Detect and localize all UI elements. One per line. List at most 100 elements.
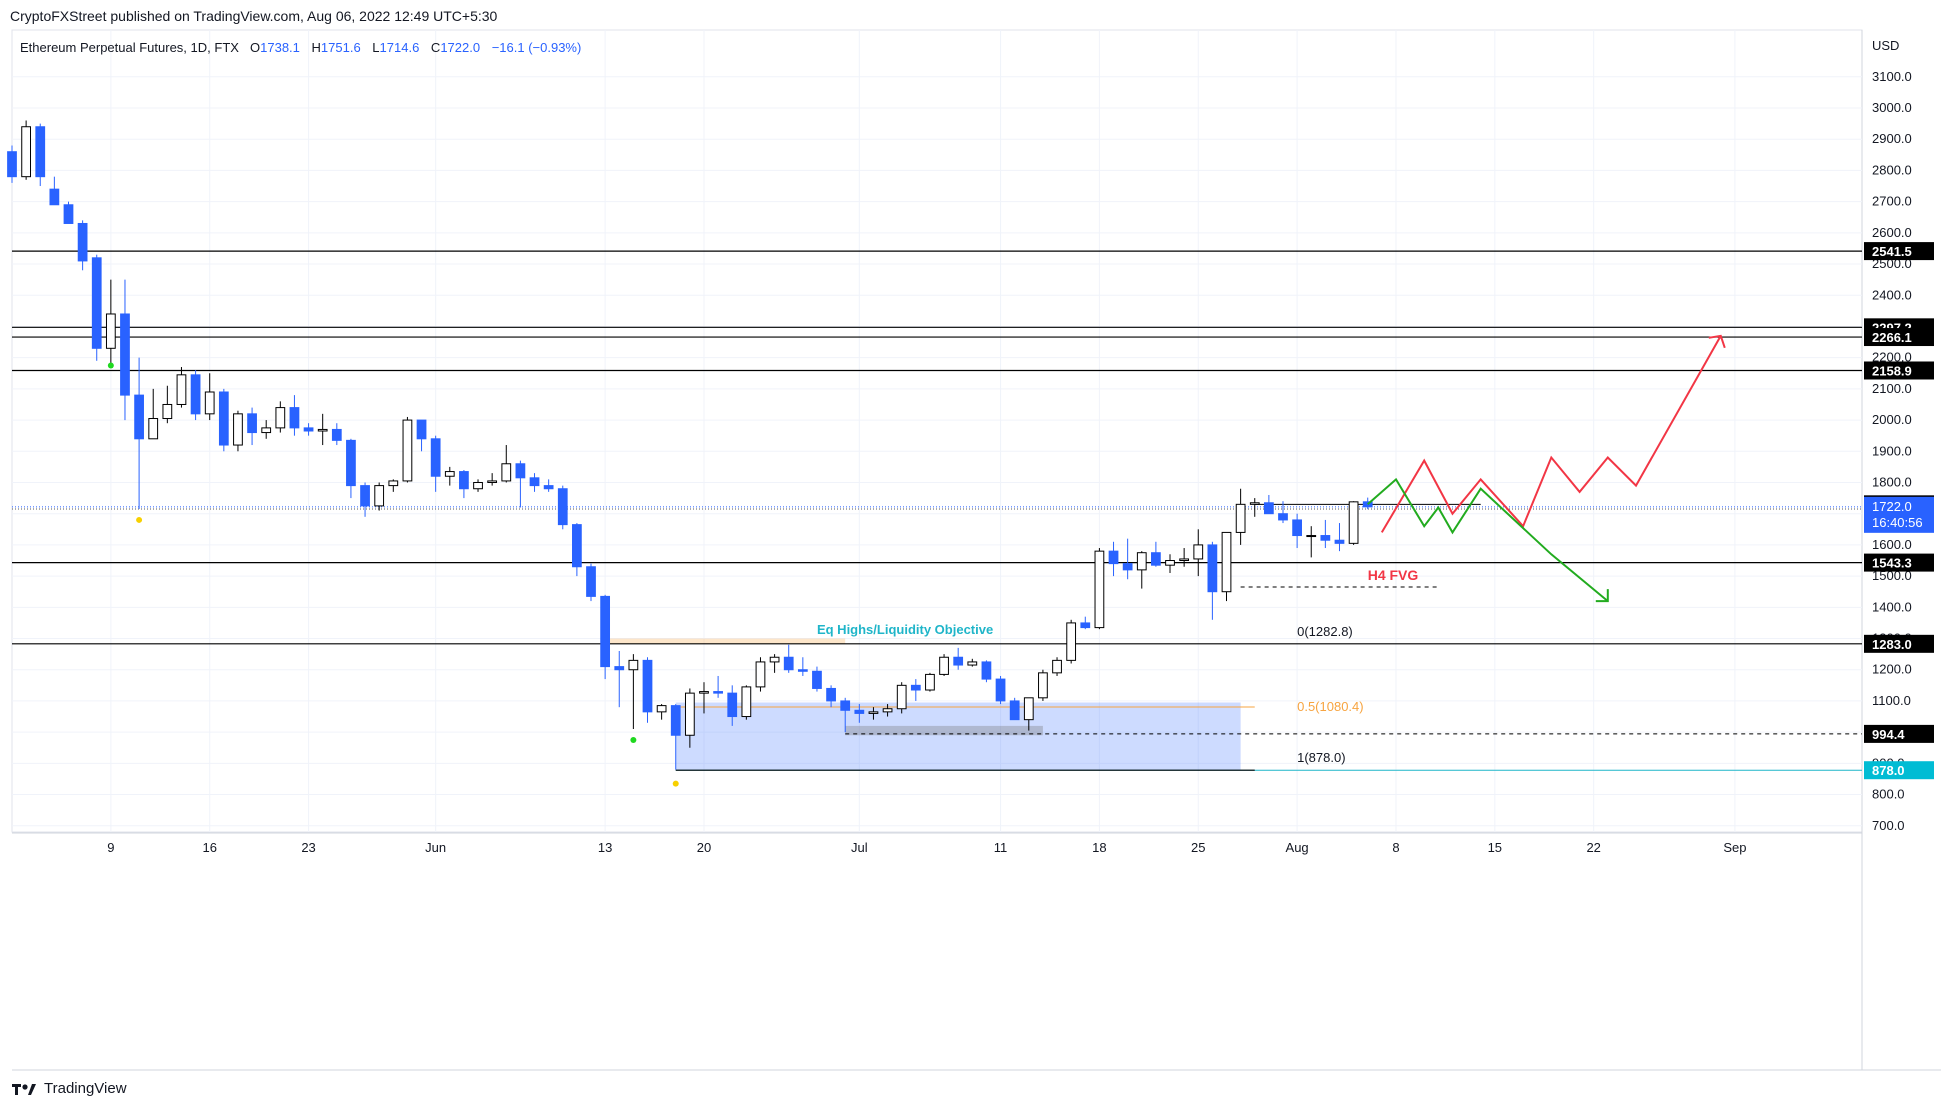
candle [402,416,413,483]
candle [586,563,596,602]
candle [7,145,17,183]
candle-body [769,656,780,663]
levels-layer [12,250,1862,771]
candle-body [529,477,540,487]
candle-body [346,439,356,487]
projection-paths [1367,334,1726,603]
candle-body [543,485,554,490]
price-axis: USD 700.0800.0900.01000.01100.01200.0130… [1872,38,1912,833]
candle-body [247,413,257,434]
footer-brand[interactable]: TradingView [12,1080,127,1097]
candle-body [444,471,455,477]
candle [1023,697,1034,731]
level-price-badge-bg [1864,634,1934,653]
candle-body [1292,519,1302,537]
candle-body [21,126,31,178]
candle [1179,548,1190,567]
candle-body [1038,672,1048,699]
candle-body [614,666,625,671]
candle-body [1179,558,1190,562]
candle [614,651,625,708]
time-tick-label: 18 [1092,840,1106,855]
candle [1292,513,1302,549]
candle-body [586,566,596,597]
legend-l-label: L [372,40,379,55]
candle-body [840,700,851,711]
legend-c-value: 1722.0 [440,40,480,55]
price-tick-label: 2000.0 [1872,412,1912,427]
price-tick-label: 1600.0 [1872,537,1912,552]
candle [1080,616,1091,630]
price-tick-label: 1400.0 [1872,599,1912,614]
candle [190,370,201,421]
candle-body [148,418,159,440]
published-caption: CryptoFXStreet published on TradingView.… [10,8,498,24]
eq-highs-label: Eq Highs/Liquidity Objective [817,622,993,637]
time-tick-label: 23 [301,840,315,855]
h4-fvg-label: H4 FVG [1368,567,1419,583]
eq-highs-zone [605,638,846,644]
candle-body [1193,544,1204,560]
candle-body [896,684,907,710]
candle-body [1334,539,1345,544]
level-price-badge: 1543.3 [1872,556,1912,571]
candle-body [1306,535,1317,538]
candle [261,420,272,439]
candle [105,279,116,364]
candle [755,657,766,692]
candle-body [1165,560,1175,566]
legend-o-value: 1738.1 [260,40,300,55]
candle [275,401,286,433]
current-price-badge-bg [1864,496,1934,533]
countdown-badge: 16:40:56 [1872,515,1923,530]
price-axis-labels: 2541.52297.22266.12158.91543.31283.01730… [1864,242,1934,780]
candle-body [868,711,879,714]
price-tick-label: 3000.0 [1872,100,1912,115]
candle-body [176,374,187,405]
candle-body [49,188,60,206]
marker-dot [672,780,679,787]
candle-body [783,656,794,671]
candle-body [925,673,935,691]
zones-layer [605,638,1241,771]
candle-body [91,257,102,349]
candle [430,435,441,492]
tradingview-logo-icon [12,1083,36,1095]
level-price-badge-bg [1864,242,1934,261]
discount-zone [675,702,1241,771]
candle-body [1221,531,1232,593]
marker-dot [136,516,143,523]
candle-body [670,705,681,736]
bearish-projection-path [1367,477,1609,602]
price-tick-label: 700.0 [1872,818,1905,833]
candle-body [416,419,427,440]
candle [1263,494,1274,515]
level-price-badge-bg [1864,553,1934,572]
candle [218,388,229,452]
candle [487,473,498,486]
price-tick-label: 2600.0 [1872,225,1912,240]
candle [727,685,738,726]
candle-body [120,313,130,396]
candle [783,644,794,673]
legend-ohlc: O1738.1 H1751.6 L1714.6 C1722.0 −16.1 (−… [250,40,581,55]
candle-body [1278,513,1288,521]
legend-change: −16.1 (−0.93%) [492,40,582,55]
price-tick-label: 2200.0 [1872,350,1912,365]
time-axis: 9 16 23 Jun 13 20 Jul 11 18 25 Aug 8 15 22 Sep [107,840,1746,855]
candle-body [939,656,949,675]
candle [233,410,243,452]
candle-body [642,659,653,713]
level-price-badge: 2158.9 [1872,363,1912,378]
candle [91,254,102,361]
candle [741,685,752,720]
time-tick-label: 20 [697,840,711,855]
candle [148,388,159,440]
candle-body [826,687,836,702]
candle-body [713,691,723,694]
time-tick-label: 15 [1488,840,1502,855]
candle [1122,538,1133,580]
candle [1108,541,1119,577]
